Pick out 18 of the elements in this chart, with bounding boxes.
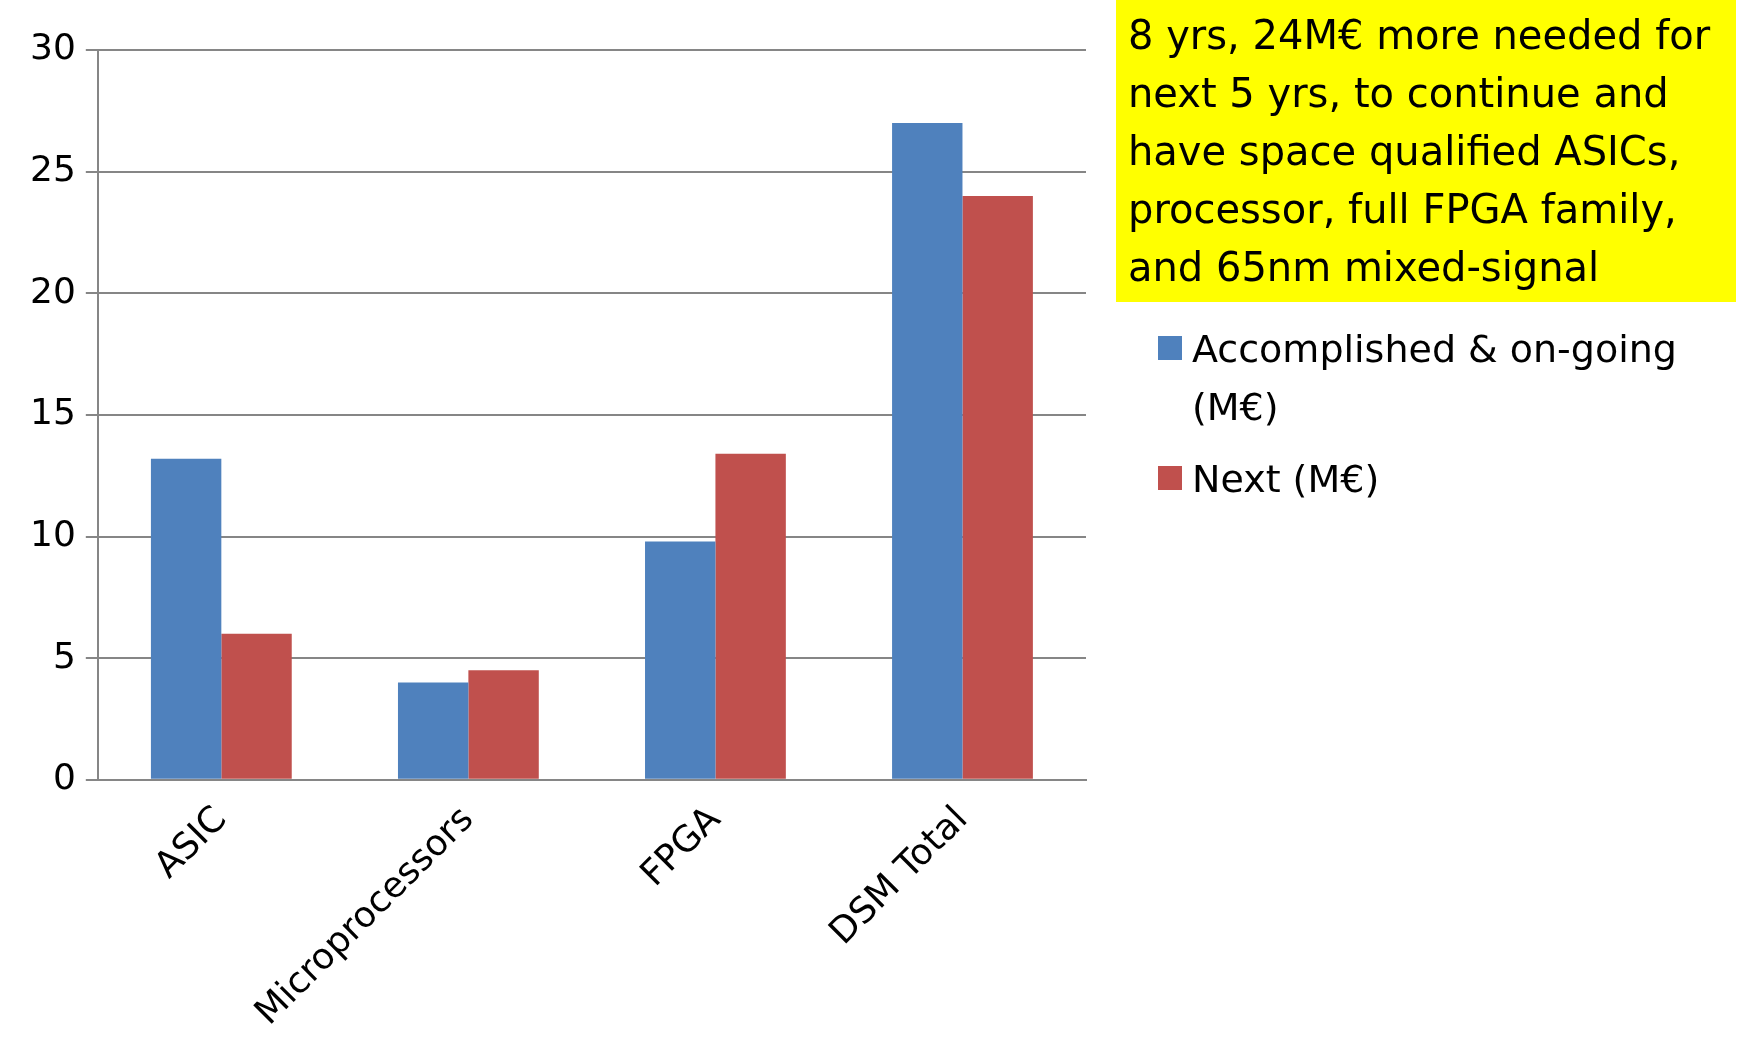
text: 8 yrs, 24M€ more needed for next 5 yrs, to continue and have space qualified ASICs, processor, full FPGA family, and 65nm mixed-signal [1116, 0, 1736, 302]
y-tick-label: 0 [52, 756, 76, 798]
legend-label: Accomplished & on-going (M€) [1192, 326, 1678, 431]
y-tick-label: 30 [30, 26, 76, 68]
bar [397, 682, 469, 779]
y-tick-label: 15 [30, 391, 76, 433]
y-tick-label: 25 [30, 148, 76, 189]
y-tick-label: 10 [30, 512, 76, 554]
legend-label: Next (M€) [1192, 456, 1380, 503]
bar [892, 122, 963, 779]
bar [962, 195, 1033, 779]
y-tick-label: 20 [30, 269, 76, 311]
y-tick-label: 5 [52, 634, 76, 676]
bar [645, 541, 716, 779]
bar [221, 633, 292, 779]
bar [468, 670, 539, 779]
bar [150, 458, 222, 779]
bar [715, 453, 786, 779]
